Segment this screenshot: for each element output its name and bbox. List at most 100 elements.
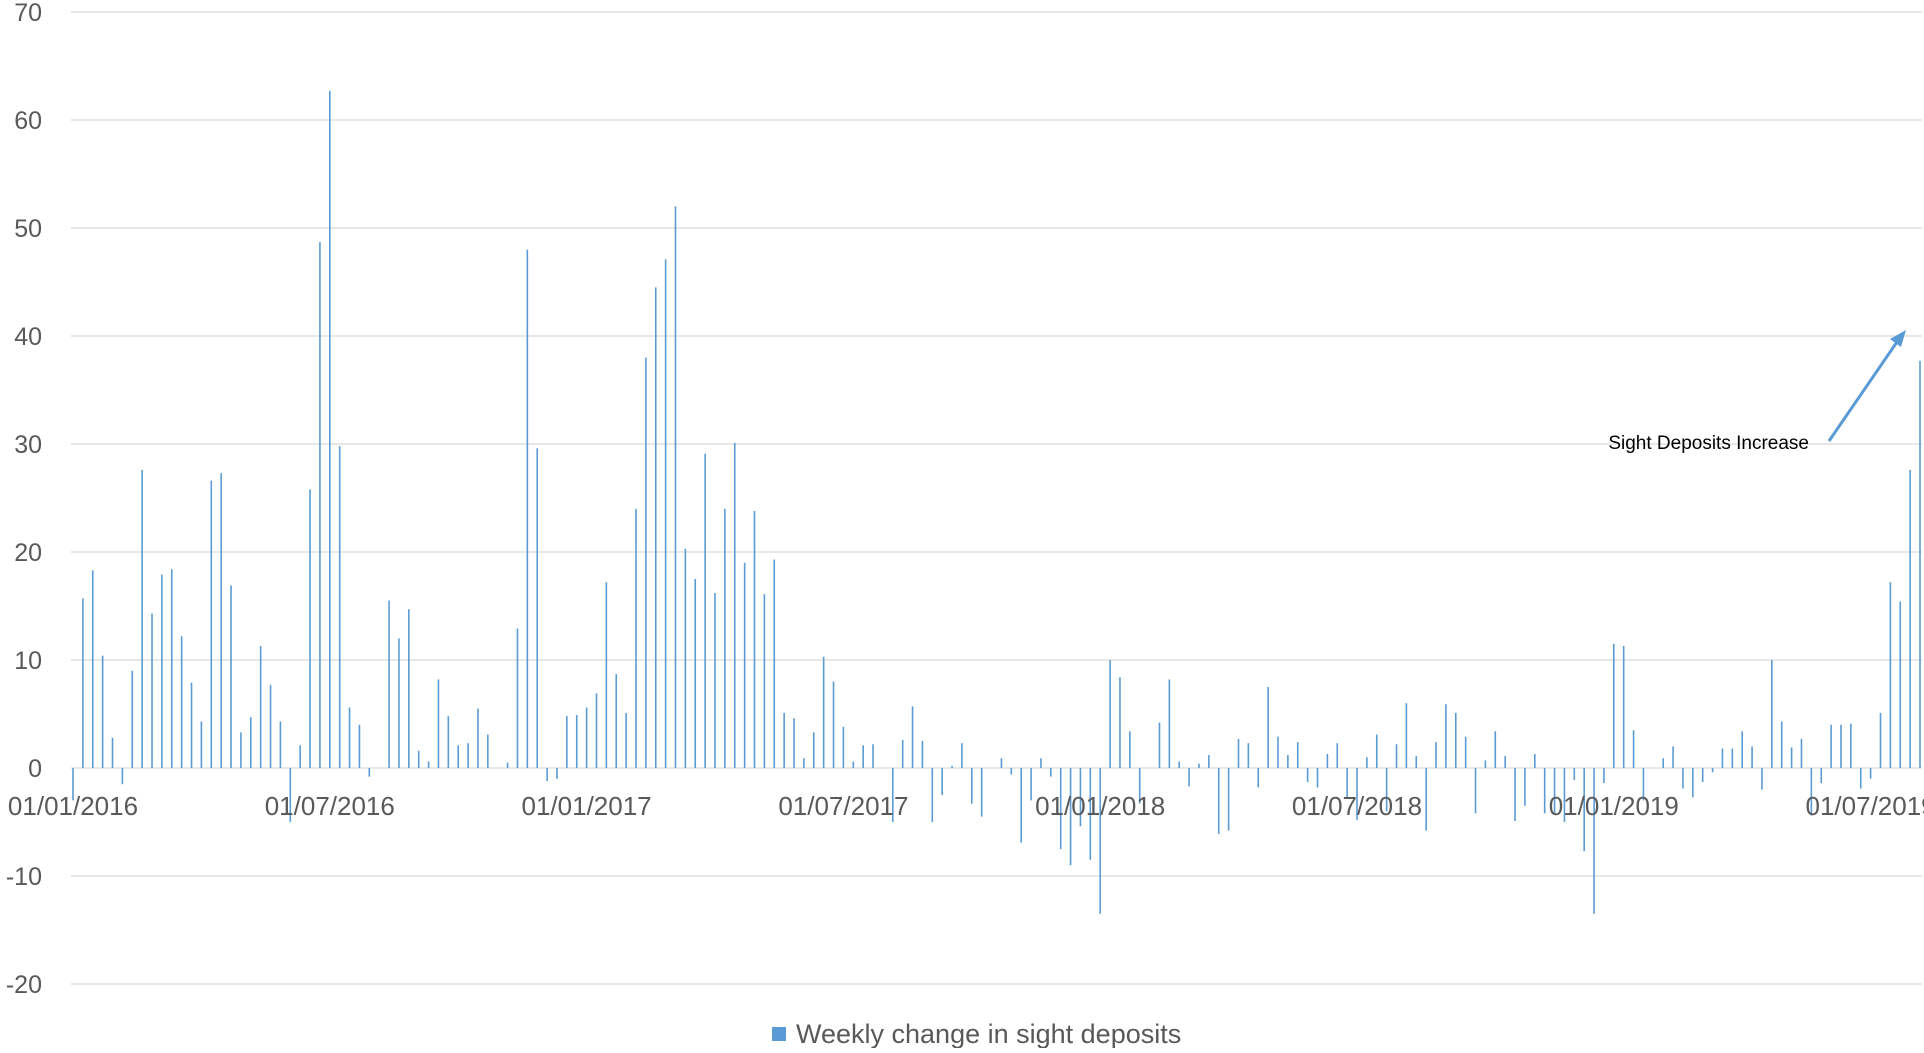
- bar: [1574, 768, 1576, 780]
- bar: [1297, 742, 1299, 768]
- bar: [112, 738, 114, 768]
- bar: [783, 713, 785, 768]
- bar: [1169, 679, 1171, 768]
- bar: [764, 594, 766, 768]
- bar: [1267, 687, 1269, 768]
- bar: [734, 443, 736, 768]
- bar: [813, 732, 815, 768]
- bar: [1218, 768, 1220, 834]
- bar: [1672, 746, 1674, 768]
- bar: [645, 358, 647, 768]
- bar: [754, 511, 756, 768]
- bar: [902, 740, 904, 768]
- bar: [457, 745, 459, 768]
- bar: [596, 693, 598, 768]
- bar: [1890, 582, 1892, 768]
- bar: [833, 682, 835, 768]
- bar: [527, 250, 529, 768]
- bar: [507, 763, 509, 768]
- bar: [1198, 764, 1200, 768]
- bar: [1159, 723, 1161, 768]
- x-tick-label: 01/01/2019: [1549, 791, 1679, 821]
- bar: [359, 725, 361, 768]
- x-tick-label: 01/01/2017: [522, 791, 652, 821]
- bar: [1919, 361, 1921, 768]
- bar: [438, 679, 440, 768]
- bar: [1178, 762, 1180, 768]
- bar: [556, 768, 558, 779]
- bar: [606, 582, 608, 768]
- bar: [82, 598, 84, 768]
- bar: [220, 473, 222, 768]
- bar: [1850, 724, 1852, 768]
- bar: [250, 717, 252, 768]
- bar: [675, 206, 677, 768]
- x-tick-label: 01/01/2018: [1035, 791, 1165, 821]
- bar: [151, 614, 153, 768]
- bar: [852, 762, 854, 768]
- bar: [1860, 768, 1862, 789]
- bar: [92, 570, 94, 768]
- bar: [408, 609, 410, 768]
- bar: [171, 569, 173, 768]
- bar: [694, 579, 696, 768]
- bar: [635, 509, 637, 768]
- bar: [448, 716, 450, 768]
- bar: [1485, 760, 1487, 768]
- bar: [1524, 768, 1526, 806]
- bar: [1741, 731, 1743, 768]
- bar: [1129, 731, 1131, 768]
- x-tick-label: 01/07/2016: [265, 791, 395, 821]
- bar: [1791, 747, 1793, 768]
- bar: [1406, 703, 1408, 768]
- bar: [1238, 739, 1240, 768]
- bar: [803, 758, 805, 768]
- bar: [1020, 768, 1022, 843]
- bar: [1771, 660, 1773, 768]
- annotation-arrow-head: [1890, 330, 1906, 347]
- annotation-text: Sight Deposits Increase: [1608, 433, 1809, 454]
- annotation-arrow: [1829, 339, 1899, 441]
- bar: [428, 762, 430, 768]
- x-tick-label: 01/01/2016: [8, 791, 138, 821]
- bar: [961, 743, 963, 768]
- y-tick-label: 40: [14, 323, 42, 351]
- bar: [1820, 768, 1822, 783]
- bar: [566, 716, 568, 768]
- bar: [1781, 722, 1783, 768]
- bar: [349, 708, 351, 768]
- bar: [319, 242, 321, 768]
- bar: [1366, 757, 1368, 768]
- bar: [1899, 602, 1901, 768]
- bar: [1662, 758, 1664, 768]
- bar: [1050, 768, 1052, 777]
- bar: [1514, 768, 1516, 821]
- bar: [724, 509, 726, 768]
- bar: [1840, 725, 1842, 768]
- bar: [1099, 768, 1101, 914]
- bar: [1603, 768, 1605, 783]
- y-tick-label: 30: [14, 431, 42, 459]
- bar: [823, 657, 825, 768]
- bar: [1188, 768, 1190, 786]
- bar: [1277, 737, 1279, 768]
- bar: [1208, 755, 1210, 768]
- bar: [1702, 768, 1704, 782]
- bar: [1623, 646, 1625, 768]
- legend: Weekly change in sight deposits: [772, 1019, 1181, 1048]
- y-tick-label: 10: [14, 647, 42, 675]
- bar: [280, 722, 282, 768]
- bar: [1445, 704, 1447, 768]
- bar: [1109, 660, 1111, 768]
- bar: [932, 768, 934, 822]
- bar: [517, 629, 519, 768]
- bar: [536, 448, 538, 768]
- bar: [339, 446, 341, 768]
- bar: [793, 718, 795, 768]
- bar: [744, 563, 746, 768]
- x-tick-label: 01/07/2018: [1292, 791, 1422, 821]
- bar: [1544, 768, 1546, 813]
- bar: [388, 601, 390, 768]
- bar: [210, 481, 212, 768]
